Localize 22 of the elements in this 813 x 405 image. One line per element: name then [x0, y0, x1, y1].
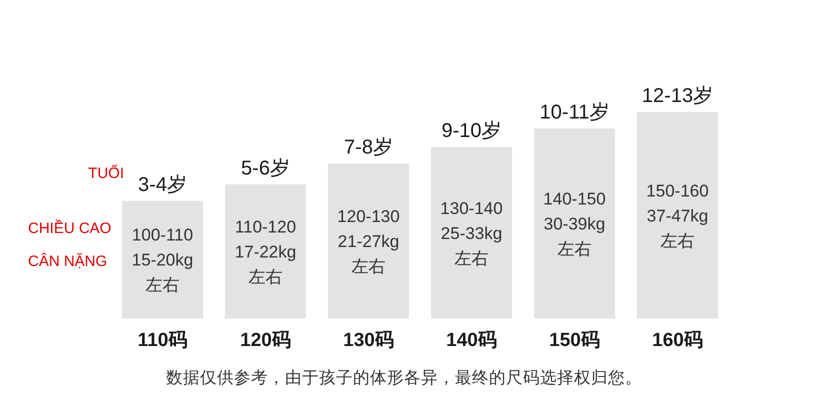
annotation: 12-13岁: [642, 85, 714, 107]
annotation: 3-4岁: [138, 174, 187, 196]
annotation: CHIỀU CAO: [28, 219, 112, 237]
x-tick-label: 130码: [343, 330, 394, 351]
annotation: 130-140 25-33kg 左右: [440, 198, 503, 268]
annotation: 140-150 30-39kg 左右: [543, 190, 606, 259]
x-tick-label: 120码: [240, 330, 291, 351]
text: CÂN NẶNG: [28, 252, 108, 270]
annotation: 5-6岁: [241, 157, 290, 180]
annotation: 120-130 21-27kg 左右: [337, 207, 400, 276]
annotation: 110-120 17-22kg 左右: [234, 217, 296, 286]
x-tick-label: 160码: [652, 330, 703, 351]
x-tick-label: 140码: [446, 330, 497, 351]
x-tick-label: 150码: [549, 330, 600, 351]
annotation: 100-110 15-20kg 左右: [132, 226, 194, 295]
annotation: 10-11岁: [540, 102, 610, 124]
x-tick-label: 110码: [138, 330, 188, 351]
annotation: 150-160 37-47kg 左右: [646, 181, 709, 250]
annotation: TUỔI: [88, 164, 124, 182]
text: 数据仅供参考，由于孩子的体形各异，最终的尺码选择权归您。: [166, 368, 642, 387]
annotation: 9-10岁: [441, 120, 502, 142]
annotation: 7-8岁: [344, 136, 393, 159]
